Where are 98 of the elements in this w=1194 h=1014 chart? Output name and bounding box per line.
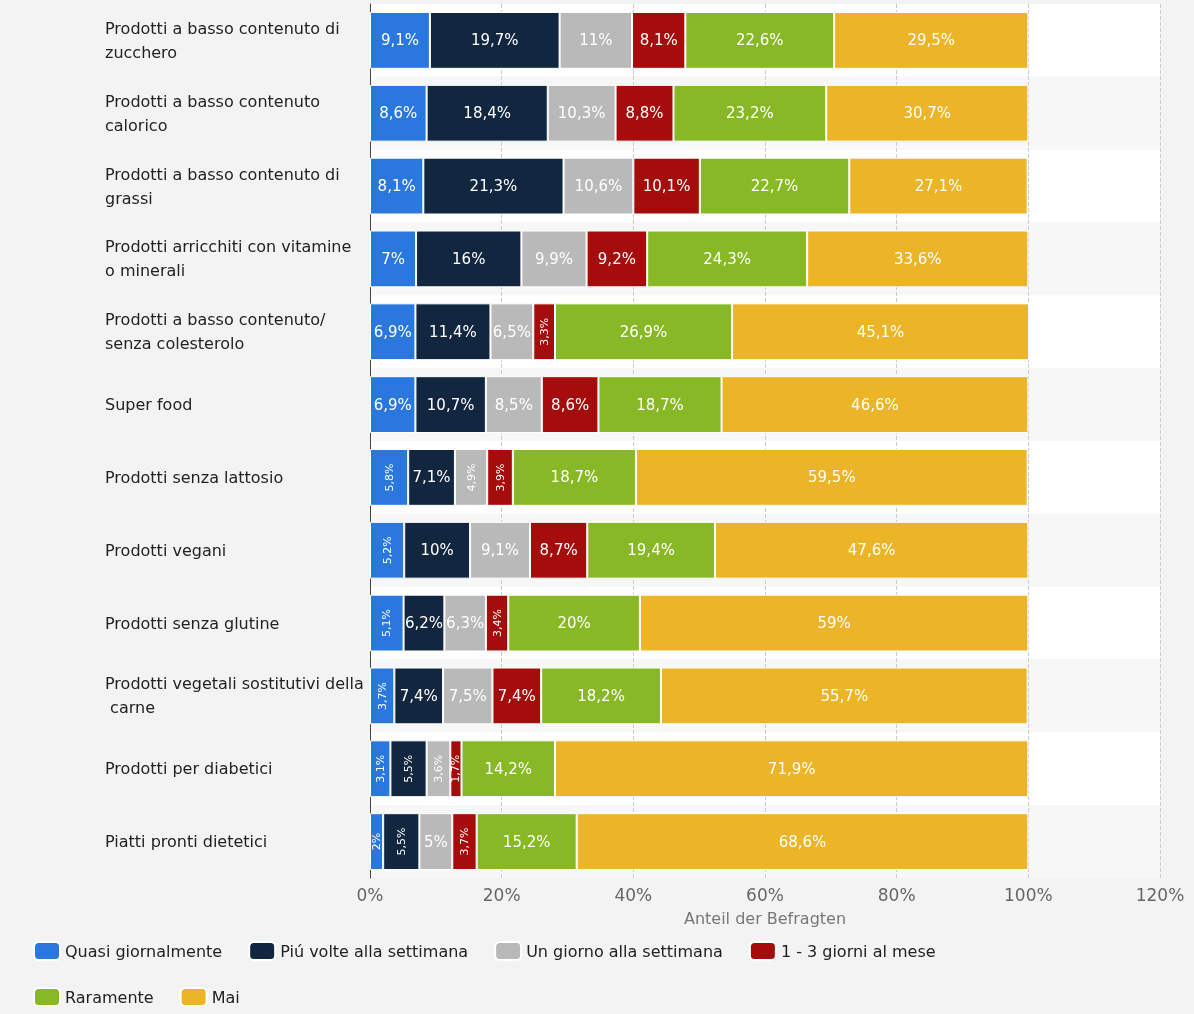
data-label: 26,9% <box>619 322 668 341</box>
data-label: 18,4% <box>463 104 512 123</box>
y-tick-label: Prodotti a basso contenuto/senza colesterolo <box>105 310 326 354</box>
data-label: 59% <box>817 614 851 633</box>
y-tick-label: Prodotti a basso contenuto di grassi <box>105 164 345 208</box>
data-label: 6,5% <box>492 322 531 341</box>
data-label: 3,6% <box>431 754 445 783</box>
data-label: 6,2% <box>404 614 444 633</box>
y-tick-label: Prodotti a basso contenuto calorico <box>105 91 326 135</box>
data-label: 6,9% <box>373 395 412 414</box>
data-label: 9,1% <box>380 31 420 50</box>
data-label: 18,7% <box>636 395 684 414</box>
data-label: 20% <box>557 614 591 633</box>
data-label: 30,7% <box>903 104 952 123</box>
x-tick-label: 0% <box>356 884 384 905</box>
y-tick-label: Super food <box>105 395 193 415</box>
x-tick-label: 120% <box>1135 884 1185 905</box>
data-label: 10% <box>420 541 454 560</box>
data-label: 29,5% <box>907 31 956 50</box>
data-label: 3,4% <box>490 609 504 638</box>
data-label: 11,4% <box>429 322 477 341</box>
y-tick-label: Prodotti vegetali sostitutivi della carne <box>105 674 364 718</box>
data-label: 2% <box>370 832 384 851</box>
y-tick-label: Prodotti per diabetici <box>105 759 273 779</box>
data-label: 47,6% <box>847 541 896 560</box>
data-label: 19,7% <box>470 31 519 50</box>
data-label: 9,9% <box>534 249 574 268</box>
y-tick-label: Piatti pronti dietetici <box>105 832 268 852</box>
data-label: 55,7% <box>820 686 869 705</box>
data-label: 10,1% <box>642 177 691 196</box>
data-label: 8,1% <box>639 31 678 50</box>
x-tick-label: 20% <box>482 884 521 905</box>
data-label: 10,6% <box>574 177 623 196</box>
x-tick-label: 80% <box>877 884 916 905</box>
x-tick-label: 60% <box>746 884 784 905</box>
x-axis-title: Anteil der Befragten <box>683 908 847 928</box>
data-label: 16% <box>452 249 486 268</box>
data-label: 24,3% <box>703 249 751 268</box>
y-tick-label: Prodotti senza lattosio <box>105 467 284 487</box>
data-label: 46,6% <box>851 395 899 414</box>
data-label: 5,8% <box>382 463 396 492</box>
data-label: 8,6% <box>551 395 590 414</box>
legend-label: 1 - 3 giorni al mese <box>780 941 936 961</box>
legend-label: Mai <box>211 987 240 1007</box>
data-label: 22,6% <box>735 31 784 50</box>
data-label: 7,4% <box>399 686 438 705</box>
data-label: 5,5% <box>394 827 408 856</box>
data-label: 18,2% <box>577 686 625 705</box>
data-label: 3,7% <box>457 827 471 856</box>
data-label: 9,2% <box>597 249 636 268</box>
data-label: 23,2% <box>726 104 774 123</box>
data-label: 5,5% <box>402 754 416 783</box>
data-label: 7,5% <box>448 686 487 705</box>
data-label: 33,6% <box>893 249 942 268</box>
data-label: 10,7% <box>426 395 475 414</box>
data-label: 7,1% <box>412 468 451 487</box>
data-label: 5,1% <box>380 609 394 638</box>
data-label: 6,3% <box>446 614 485 633</box>
data-label: 4,9% <box>464 463 478 492</box>
data-label: 59,5% <box>807 468 856 487</box>
legend-label: Raramente <box>65 987 154 1007</box>
y-tick-label: Prodotti vegani <box>105 540 227 560</box>
data-label: 7% <box>381 249 405 268</box>
data-label: 10,3% <box>557 104 606 123</box>
data-label: 8,5% <box>494 395 533 414</box>
y-tick-label: Prodotti a basso contenuto di zucchero <box>105 18 345 62</box>
data-label: 8,6% <box>379 104 418 123</box>
data-label: 21,3% <box>469 177 518 196</box>
data-label: 71,9% <box>767 759 816 778</box>
data-label: 11% <box>579 31 613 50</box>
data-label: 15,2% <box>502 832 551 851</box>
legend-label: Piú volte alla settimana <box>280 941 469 961</box>
data-label: 8,1% <box>377 177 416 196</box>
data-label: 22,7% <box>750 177 799 196</box>
data-label: 9,1% <box>480 541 520 560</box>
data-label: 18,7% <box>550 468 599 487</box>
data-label: 6,9% <box>373 322 412 341</box>
data-label: 5% <box>423 832 448 851</box>
data-label: 3,1% <box>373 754 387 783</box>
data-label: 8,8% <box>625 104 664 123</box>
y-tick-label: Prodotti arricchiti con vitamine o minerali <box>105 237 357 281</box>
data-label: 19,4% <box>627 541 675 560</box>
legend-label: Quasi giornalmente <box>65 941 223 961</box>
x-tick-label: 40% <box>614 884 653 905</box>
data-label: 27,1% <box>914 177 963 196</box>
data-label: 1,7% <box>449 754 463 783</box>
data-label: 68,6% <box>778 832 827 851</box>
data-label: 5,2% <box>380 536 394 565</box>
x-tick-label: 100% <box>1004 884 1053 905</box>
data-label: 3,7% <box>375 681 389 710</box>
data-label: 3,3% <box>537 317 551 346</box>
data-label: 7,4% <box>497 686 536 705</box>
data-label: 14,2% <box>484 759 533 778</box>
y-tick-label: Prodotti senza glutine <box>105 613 280 633</box>
data-label: 45,1% <box>856 322 905 341</box>
data-label: 8,7% <box>539 541 578 560</box>
legend-label: Un giorno alla settimana <box>526 941 723 961</box>
data-label: 3,9% <box>493 463 507 492</box>
